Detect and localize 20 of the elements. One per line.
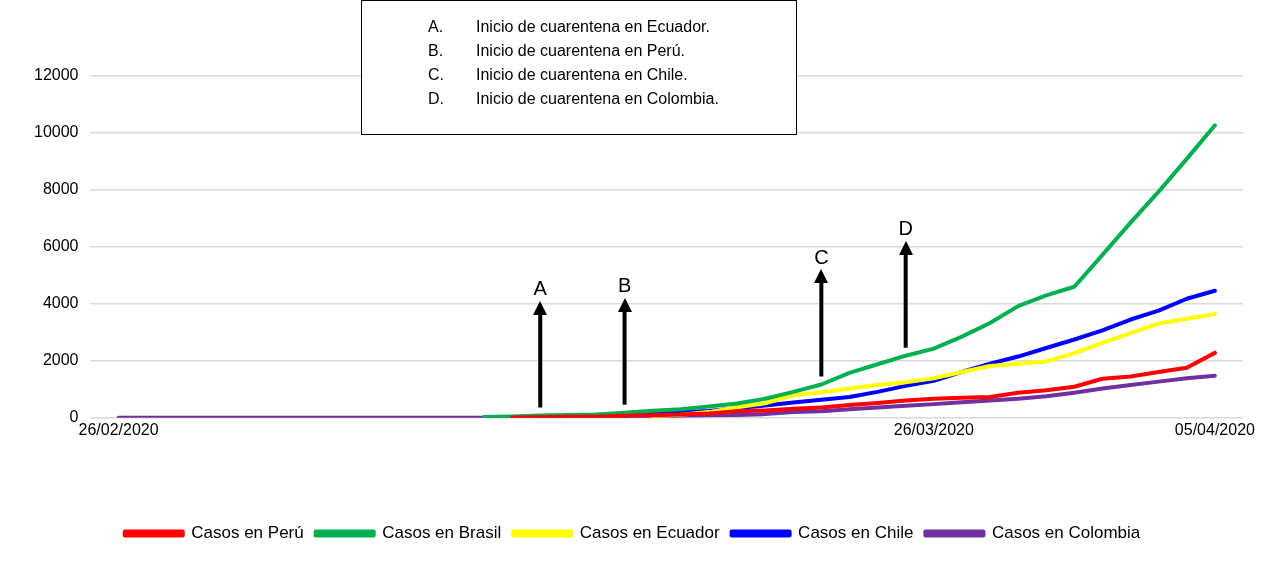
x-tick-label: 05/04/2020 (1174, 420, 1256, 438)
ref-line-label: D (898, 217, 913, 240)
y-tick-label: 12000 (33, 66, 79, 84)
legend-label: Casos en Chile (798, 523, 914, 543)
ref-line-label: A (533, 277, 548, 300)
ref-line-label: C (814, 245, 829, 268)
y-tick-label: 4000 (42, 294, 79, 312)
y-tick-label: 8000 (42, 180, 79, 198)
x-tick-label: 26/03/2020 (893, 420, 974, 438)
legend-label: Casos en Brasil (382, 523, 502, 543)
x-tick-label: 26/02/2020 (78, 420, 159, 438)
y-tick-label: 2000 (42, 351, 79, 369)
y-tick-label: 6000 (42, 237, 79, 255)
y-tick-label: 0 (69, 408, 79, 426)
ref-line-label: B (617, 274, 632, 297)
legend-label: Casos en Colombia (991, 523, 1141, 543)
y-tick-label: 10000 (33, 123, 79, 141)
notes-box: A. Inicio de cuarentena en Ecuador. B. Inicio de cuarentena en Perú. C. Inicio de cuarentena en Chile. D. Inicio de cuarentena en Colombia. (361, 0, 797, 135)
legend-label: Casos en Perú (191, 523, 304, 543)
legend-label: Casos en Ecuador (579, 523, 720, 543)
